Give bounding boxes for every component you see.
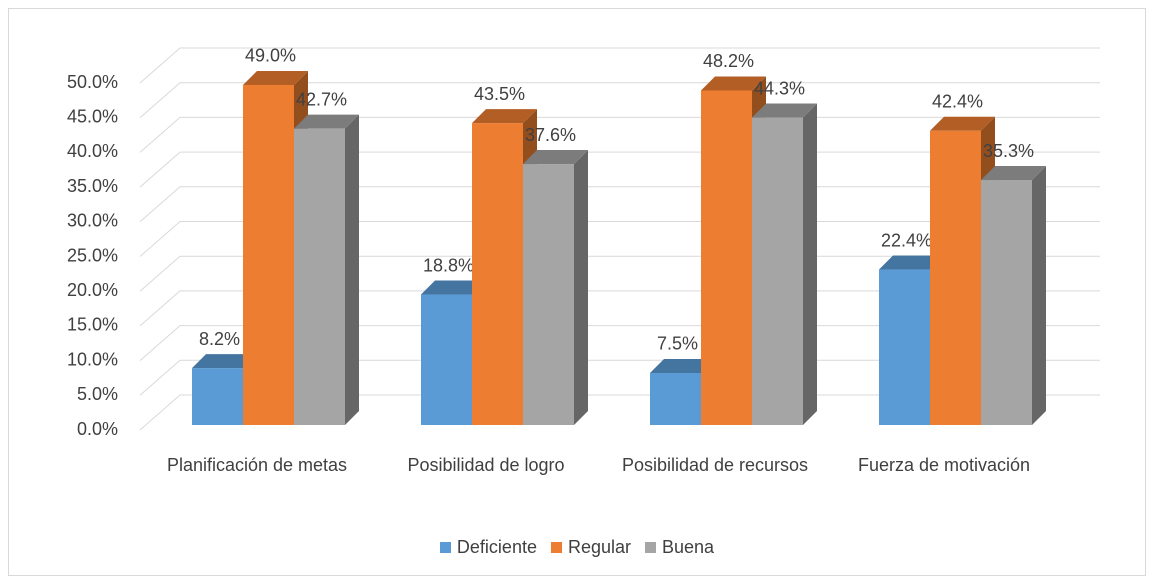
x-tick-label: Fuerza de motivación xyxy=(857,455,1031,475)
y-tick-label: 0.0% xyxy=(77,419,118,439)
legend-label: Regular xyxy=(567,537,632,557)
bar-top xyxy=(192,354,257,369)
data-label: 42.7% xyxy=(296,89,347,109)
bar-top xyxy=(421,280,486,295)
bar-top xyxy=(701,76,766,91)
bar-front xyxy=(879,269,930,425)
y-tick-label: 45.0% xyxy=(67,106,118,126)
bar-top xyxy=(930,116,995,131)
x-tick-label: Posibilidad de logro xyxy=(407,455,565,475)
data-label: 8.2% xyxy=(199,329,240,349)
bar-front xyxy=(930,130,981,425)
data-label: 49.0% xyxy=(245,46,296,66)
bar-front xyxy=(294,128,345,426)
legend-swatch xyxy=(439,542,451,553)
legend-swatch xyxy=(550,542,562,553)
bar-front xyxy=(523,164,574,425)
bar-front xyxy=(421,294,472,425)
data-label: 18.8% xyxy=(423,255,474,275)
bar-front xyxy=(472,123,523,426)
bar xyxy=(294,114,359,426)
bar-top xyxy=(650,358,715,373)
bar-side xyxy=(1032,166,1046,425)
y-tick-label: 30.0% xyxy=(67,211,118,231)
legend-item: Regular xyxy=(550,537,632,558)
bar-front xyxy=(650,372,701,425)
bar-top xyxy=(981,166,1046,181)
legend-swatch xyxy=(645,542,657,553)
data-label: 44.3% xyxy=(754,78,805,98)
bar-top xyxy=(523,150,588,165)
legend-item: Buena xyxy=(645,537,714,558)
legend-item: Deficiente xyxy=(439,537,537,558)
bar-side xyxy=(803,103,817,426)
bar-top xyxy=(243,70,308,85)
data-label: 43.5% xyxy=(474,84,525,104)
bar-front xyxy=(701,90,752,425)
bar-front xyxy=(192,368,243,425)
y-tick-label: 15.0% xyxy=(67,315,118,335)
bar-front xyxy=(981,180,1032,425)
bar-side xyxy=(574,150,588,425)
data-label: 48.2% xyxy=(703,51,754,71)
bar-top xyxy=(752,103,817,118)
data-label: 35.3% xyxy=(983,141,1034,161)
bar-top xyxy=(472,109,537,124)
legend-label: Deficiente xyxy=(456,537,537,557)
bar-top xyxy=(294,114,359,129)
bar-front xyxy=(243,84,294,425)
bar-top xyxy=(879,255,944,270)
data-label: 37.6% xyxy=(525,125,576,145)
legend-label: Buena xyxy=(662,537,715,557)
data-label: 42.4% xyxy=(932,91,983,111)
y-tick-label: 20.0% xyxy=(67,280,118,300)
x-tick-label: Planificación de metas xyxy=(166,455,348,475)
data-label: 22.4% xyxy=(881,230,932,250)
data-label: 7.5% xyxy=(657,334,698,354)
y-tick-label: 40.0% xyxy=(67,141,118,161)
x-tick-label: Posibilidad de recursos xyxy=(621,455,809,475)
y-tick-label: 50.0% xyxy=(67,72,118,92)
y-tick-label: 5.0% xyxy=(77,384,118,404)
y-tick-label: 35.0% xyxy=(67,176,118,196)
bar-side xyxy=(345,114,359,426)
grid-line xyxy=(139,47,1100,84)
bar-front xyxy=(752,117,803,426)
y-tick-label: 25.0% xyxy=(67,245,118,265)
bar xyxy=(981,166,1046,425)
bar xyxy=(752,103,817,426)
y-tick-label: 10.0% xyxy=(67,349,118,369)
chart-border xyxy=(8,8,1146,576)
bar xyxy=(523,150,588,425)
legend: Deficiente Regular Buena xyxy=(0,537,1154,558)
grid-line xyxy=(139,82,1100,119)
